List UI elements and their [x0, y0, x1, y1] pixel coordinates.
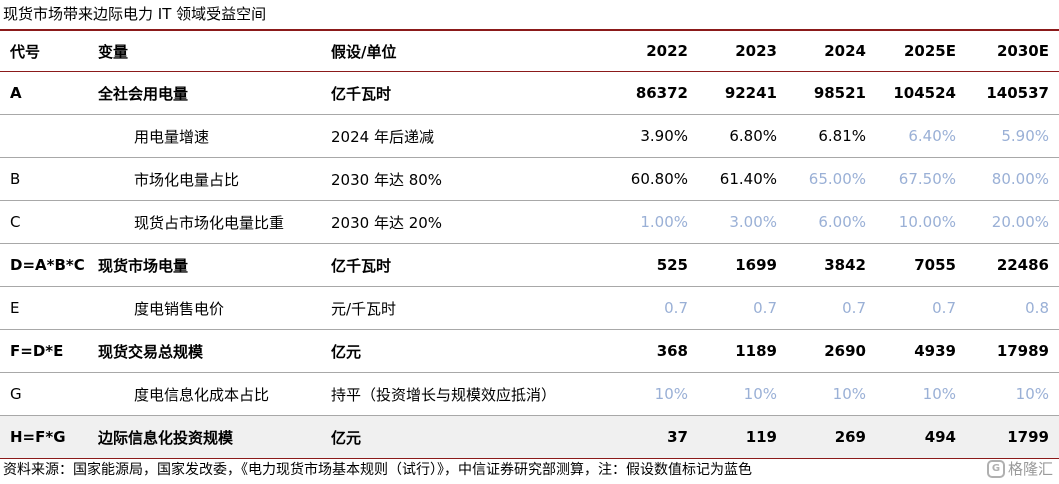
cell-value: 86372 — [593, 71, 688, 115]
row-variable: 度电信息化成本占比 — [98, 372, 331, 416]
table-row: A 全社会用电量 亿千瓦时 86372 92241 98521 104524 1… — [0, 71, 1059, 115]
table-row: C 现货占市场化电量比重 2030 年达 20% 1.00% 3.00% 6.0… — [0, 200, 1059, 244]
row-variable: 度电销售电价 — [98, 286, 331, 330]
cell-value-assumed: 0.7 — [866, 286, 956, 330]
header-2023: 2023 — [688, 31, 777, 72]
cell-value-assumed: 10% — [956, 372, 1059, 416]
table-row: F=D*E 现货交易总规模 亿元 368 1189 2690 4939 1798… — [0, 329, 1059, 373]
cell-value: 6.80% — [688, 114, 777, 158]
cell-value: 104524 — [866, 71, 956, 115]
header-2025e: 2025E — [866, 31, 956, 72]
table-row-total: H=F*G 边际信息化投资规模 亿元 37 119 269 494 1799 — [0, 415, 1059, 459]
cell-value: 3.90% — [593, 114, 688, 158]
row-variable: 全社会用电量 — [98, 71, 331, 115]
row-assumption: 亿元 — [331, 329, 593, 373]
logo-icon: G — [986, 459, 1005, 478]
row-variable: 市场化电量占比 — [98, 157, 331, 201]
cell-value: 140537 — [956, 71, 1059, 115]
cell-value-assumed: 5.90% — [956, 114, 1059, 158]
row-variable: 现货占市场化电量比重 — [98, 200, 331, 244]
row-variable: 现货交易总规模 — [98, 329, 331, 373]
header-2030e: 2030E — [956, 31, 1059, 72]
cell-value: 60.80% — [593, 157, 688, 201]
cell-value: 61.40% — [688, 157, 777, 201]
cell-value: 4939 — [866, 329, 956, 373]
cell-value: 494 — [866, 415, 956, 459]
watermark-text: 格隆汇 — [1007, 460, 1053, 478]
row-assumption: 亿千瓦时 — [331, 71, 593, 115]
source-note: 资料来源：国家能源局，国家发改委，《电力现货市场基本规则（试行）》，中信证券研究… — [3, 462, 752, 478]
row-assumption: 2030 年达 80% — [331, 157, 593, 201]
row-assumption: 亿元 — [331, 415, 593, 459]
cell-value: 92241 — [688, 71, 777, 115]
header-2024: 2024 — [777, 31, 866, 72]
cell-value: 22486 — [956, 243, 1059, 287]
cell-value-assumed: 10% — [688, 372, 777, 416]
cell-value: 2690 — [777, 329, 866, 373]
title-divider — [0, 29, 1059, 31]
cell-value-assumed: 10.00% — [866, 200, 956, 244]
table-title: 现货市场带来边际电力 IT 领域受益空间 — [3, 5, 267, 23]
watermark-logo: G 格隆汇 — [986, 458, 1053, 479]
cell-value-assumed: 3.00% — [688, 200, 777, 244]
row-code: D=A*B*C — [0, 243, 98, 287]
cell-value-assumed: 0.7 — [688, 286, 777, 330]
header-variable: 变量 — [98, 31, 331, 72]
table-row: D=A*B*C 现货市场电量 亿千瓦时 525 1699 3842 7055 2… — [0, 243, 1059, 287]
table-row: 用电量增速 2024 年后递减 3.90% 6.80% 6.81% 6.40% … — [0, 114, 1059, 158]
row-assumption: 2024 年后递减 — [331, 114, 593, 158]
row-code: H=F*G — [0, 415, 98, 459]
cell-value-assumed: 6.40% — [866, 114, 956, 158]
cell-value: 368 — [593, 329, 688, 373]
row-assumption: 2030 年达 20% — [331, 200, 593, 244]
row-variable: 现货市场电量 — [98, 243, 331, 287]
data-table: 代号 变量 假设/单位 2022 2023 2024 2025E 2030E A… — [0, 31, 1059, 459]
cell-value-assumed: 20.00% — [956, 200, 1059, 244]
row-code — [0, 114, 98, 158]
header-code: 代号 — [0, 31, 98, 72]
cell-value: 525 — [593, 243, 688, 287]
table-header-row: 代号 变量 假设/单位 2022 2023 2024 2025E 2030E — [0, 31, 1059, 72]
cell-value-assumed: 10% — [866, 372, 956, 416]
cell-value-assumed: 0.7 — [593, 286, 688, 330]
row-code: B — [0, 157, 98, 201]
cell-value: 6.81% — [777, 114, 866, 158]
row-code: F=D*E — [0, 329, 98, 373]
cell-value-assumed: 0.8 — [956, 286, 1059, 330]
row-code: G — [0, 372, 98, 416]
row-code: E — [0, 286, 98, 330]
cell-value-assumed: 0.7 — [777, 286, 866, 330]
cell-value: 3842 — [777, 243, 866, 287]
row-variable: 用电量增速 — [98, 114, 331, 158]
cell-value-assumed: 10% — [777, 372, 866, 416]
table-row: E 度电销售电价 元/千瓦时 0.7 0.7 0.7 0.7 0.8 — [0, 286, 1059, 330]
cell-value-assumed: 65.00% — [777, 157, 866, 201]
cell-value: 1699 — [688, 243, 777, 287]
cell-value: 37 — [593, 415, 688, 459]
cell-value: 1799 — [956, 415, 1059, 459]
cell-value: 17989 — [956, 329, 1059, 373]
table-row: G 度电信息化成本占比 持平（投资增长与规模效应抵消） 10% 10% 10% … — [0, 372, 1059, 416]
header-2022: 2022 — [593, 31, 688, 72]
cell-value-assumed: 6.00% — [777, 200, 866, 244]
row-assumption: 持平（投资增长与规模效应抵消） — [331, 372, 593, 416]
header-assumption: 假设/单位 — [331, 31, 593, 72]
cell-value: 1189 — [688, 329, 777, 373]
row-code: C — [0, 200, 98, 244]
cell-value-assumed: 1.00% — [593, 200, 688, 244]
cell-value: 269 — [777, 415, 866, 459]
row-variable: 边际信息化投资规模 — [98, 415, 331, 459]
row-assumption: 元/千瓦时 — [331, 286, 593, 330]
row-assumption: 亿千瓦时 — [331, 243, 593, 287]
cell-value: 98521 — [777, 71, 866, 115]
row-code: A — [0, 71, 98, 115]
cell-value: 119 — [688, 415, 777, 459]
cell-value-assumed: 80.00% — [956, 157, 1059, 201]
cell-value-assumed: 10% — [593, 372, 688, 416]
cell-value-assumed: 67.50% — [866, 157, 956, 201]
table-row: B 市场化电量占比 2030 年达 80% 60.80% 61.40% 65.0… — [0, 157, 1059, 201]
cell-value: 7055 — [866, 243, 956, 287]
